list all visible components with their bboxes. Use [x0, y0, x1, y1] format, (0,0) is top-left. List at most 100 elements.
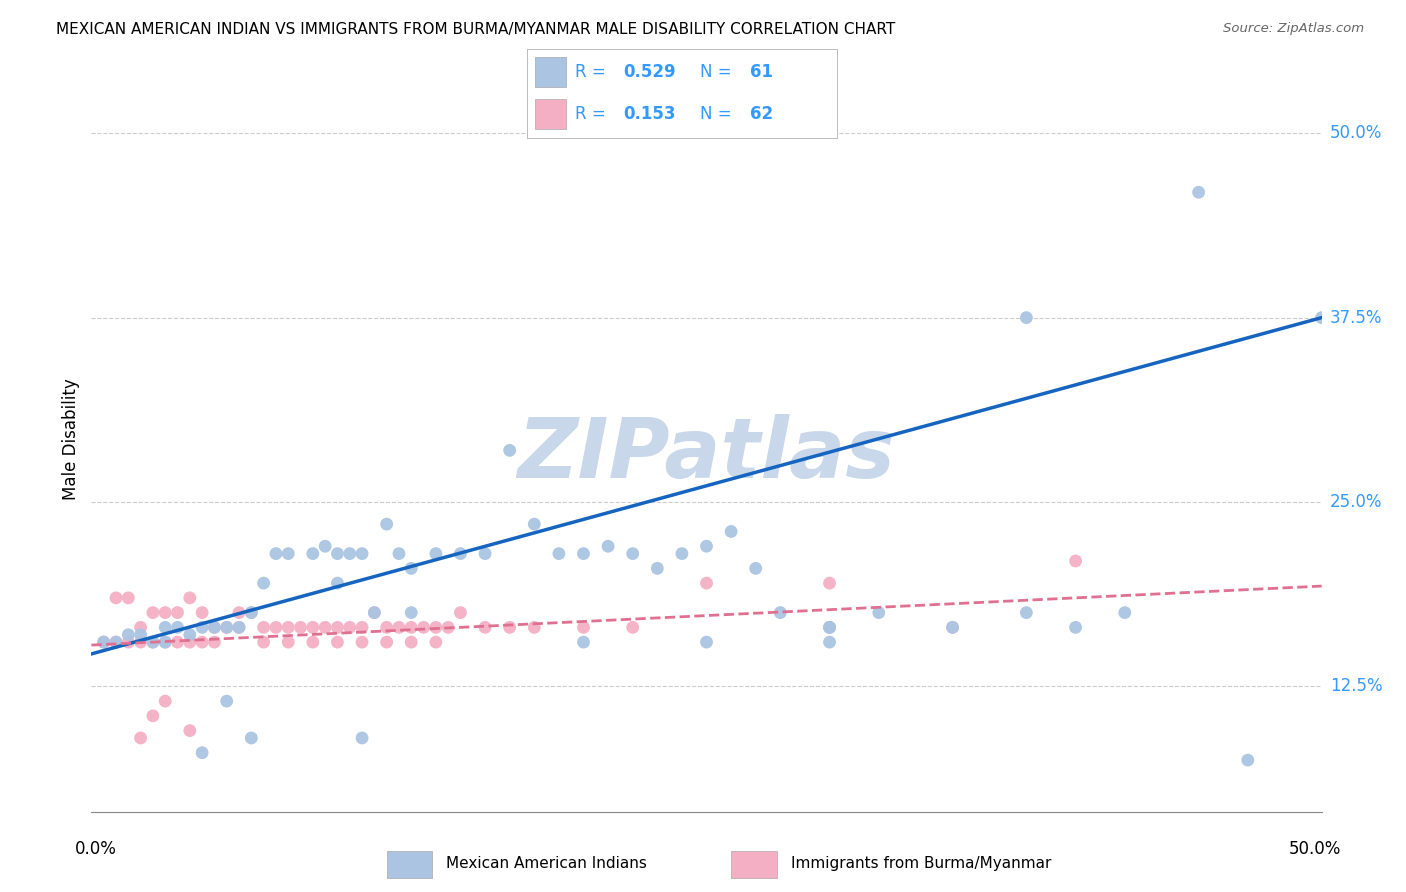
Point — [339, 547, 361, 561]
Point — [166, 620, 188, 634]
Point — [228, 606, 250, 620]
Point — [1015, 310, 1038, 325]
Point — [191, 635, 214, 649]
Point — [179, 628, 201, 642]
Point — [363, 606, 385, 620]
Point — [129, 731, 152, 745]
Point — [153, 606, 177, 620]
Point — [388, 547, 411, 561]
Point — [425, 635, 447, 649]
Point — [105, 635, 127, 649]
FancyBboxPatch shape — [387, 851, 433, 878]
Point — [253, 620, 276, 634]
Point — [129, 635, 152, 649]
Point — [941, 620, 963, 634]
Point — [399, 635, 422, 649]
Point — [1187, 186, 1209, 200]
Point — [301, 620, 323, 634]
Point — [352, 635, 374, 649]
Point — [363, 606, 385, 620]
Point — [191, 620, 214, 634]
Point — [326, 635, 349, 649]
Point — [202, 635, 225, 649]
Point — [375, 620, 398, 634]
Point — [399, 620, 422, 634]
Point — [1310, 310, 1333, 325]
Point — [264, 547, 287, 561]
Point — [547, 547, 569, 561]
Point — [117, 591, 139, 605]
Point — [399, 561, 422, 575]
Point — [314, 539, 336, 553]
Point — [818, 620, 841, 634]
Point — [166, 606, 188, 620]
Point — [572, 635, 595, 649]
Point — [301, 635, 323, 649]
Point — [412, 620, 434, 634]
Text: MEXICAN AMERICAN INDIAN VS IMMIGRANTS FROM BURMA/MYANMAR MALE DISABILITY CORRELA: MEXICAN AMERICAN INDIAN VS IMMIGRANTS FR… — [56, 22, 896, 37]
Point — [253, 576, 276, 591]
Text: 61: 61 — [749, 63, 773, 81]
Point — [695, 635, 717, 649]
Point — [645, 561, 669, 575]
Point — [129, 628, 152, 642]
Point — [240, 731, 263, 745]
Point — [449, 547, 471, 561]
Point — [228, 620, 250, 634]
Point — [1114, 606, 1136, 620]
Text: 0.529: 0.529 — [623, 63, 676, 81]
Point — [166, 635, 188, 649]
Text: 50.0%: 50.0% — [1330, 124, 1382, 142]
Point — [437, 620, 460, 634]
Point — [117, 628, 139, 642]
Point — [818, 576, 841, 591]
Point — [215, 620, 238, 634]
Point — [621, 620, 644, 634]
Point — [117, 635, 139, 649]
Point — [818, 620, 841, 634]
Point — [277, 547, 299, 561]
Point — [474, 547, 496, 561]
Point — [1064, 620, 1087, 634]
Point — [314, 620, 336, 634]
Point — [253, 635, 276, 649]
Point — [142, 635, 165, 649]
Point — [93, 635, 115, 649]
Point — [326, 576, 349, 591]
Point — [191, 606, 214, 620]
Point — [142, 709, 165, 723]
Point — [105, 591, 127, 605]
Point — [202, 620, 225, 634]
Text: ZIPatlas: ZIPatlas — [517, 414, 896, 495]
Point — [339, 620, 361, 634]
Point — [425, 547, 447, 561]
Point — [941, 620, 963, 634]
Point — [202, 620, 225, 634]
FancyBboxPatch shape — [534, 57, 565, 87]
Point — [818, 620, 841, 634]
Point — [153, 620, 177, 634]
Point — [179, 635, 201, 649]
Point — [695, 576, 717, 591]
Point — [129, 620, 152, 634]
Point — [1015, 606, 1038, 620]
Point — [228, 620, 250, 634]
Point — [596, 539, 619, 553]
Point — [498, 620, 520, 634]
Point — [290, 620, 312, 634]
Point — [523, 620, 546, 634]
Text: Immigrants from Burma/Myanmar: Immigrants from Burma/Myanmar — [790, 855, 1052, 871]
Point — [142, 635, 165, 649]
Point — [142, 606, 165, 620]
Point — [375, 635, 398, 649]
Point — [818, 635, 841, 649]
Point — [277, 620, 299, 634]
Point — [277, 635, 299, 649]
Point — [93, 635, 115, 649]
Point — [153, 694, 177, 708]
Text: R =: R = — [575, 63, 612, 81]
Point — [215, 694, 238, 708]
Point — [153, 635, 177, 649]
Point — [105, 635, 127, 649]
Text: Source: ZipAtlas.com: Source: ZipAtlas.com — [1223, 22, 1364, 36]
